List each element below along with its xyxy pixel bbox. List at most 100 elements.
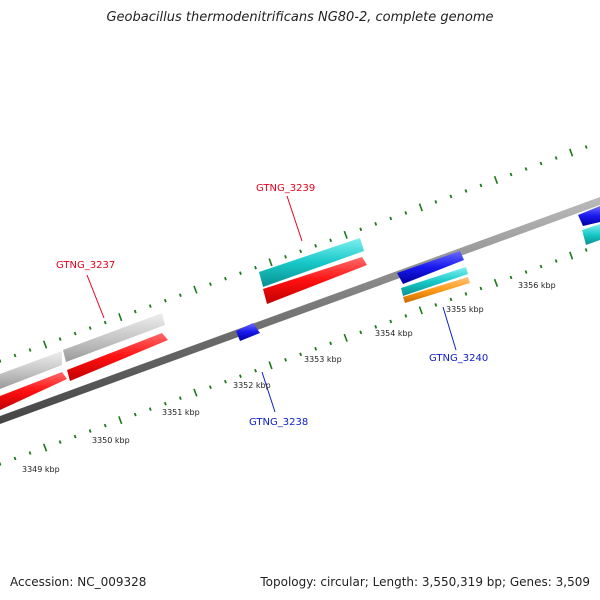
minor-tick	[314, 243, 318, 248]
minor-tick	[464, 189, 468, 193]
gene-feature-red[interactable]	[67, 333, 168, 381]
minor-tick	[73, 434, 77, 439]
minor-tick	[254, 265, 257, 270]
gene-label-gtng-3240[interactable]: GTNG_3240	[429, 353, 488, 364]
minor-tick	[449, 194, 453, 199]
gene-feature-cyan[interactable]	[582, 224, 600, 245]
minor-tick	[479, 286, 483, 291]
label-line-gtng-3238	[261, 371, 276, 413]
gene-feature-cyan[interactable]	[259, 238, 364, 287]
minor-tick	[539, 264, 543, 269]
minor-tick	[133, 309, 137, 314]
major-tick	[343, 333, 348, 342]
major-tick	[418, 203, 423, 212]
gene-feature-blue[interactable]	[578, 206, 600, 226]
scale-label: 3354 kbp	[375, 329, 413, 338]
minor-tick	[58, 337, 62, 341]
minor-tick	[254, 368, 257, 373]
major-tick	[193, 285, 198, 294]
gene-label-gtng-3237[interactable]: GTNG_3237	[56, 260, 115, 271]
minor-tick	[329, 238, 333, 243]
scale-label: 3349 kbp	[22, 465, 60, 474]
major-tick	[343, 230, 348, 239]
minor-tick	[359, 330, 363, 335]
gene-label-gtng-3239[interactable]: GTNG_3239	[256, 183, 315, 194]
scale-label: 3351 kbp	[162, 408, 200, 417]
major-tick	[193, 388, 198, 397]
minor-tick	[239, 374, 242, 379]
scale-label: 3350 kbp	[92, 436, 130, 445]
minor-tick	[239, 271, 242, 276]
label-line-gtng-3237	[86, 274, 105, 319]
minor-tick	[299, 249, 303, 254]
gene-feature-red[interactable]	[0, 372, 67, 410]
minor-tick	[374, 324, 378, 329]
minor-tick	[88, 326, 92, 330]
upper-tick-track	[0, 140, 600, 363]
major-tick	[42, 340, 48, 349]
scale-label: 3356 kbp	[518, 281, 556, 290]
label-line-gtng-3240	[442, 306, 457, 351]
major-tick	[42, 443, 48, 452]
map-title: Geobacillus thermodenitrificans NG80-2, …	[106, 10, 494, 25]
minor-tick	[314, 346, 318, 351]
minor-tick	[13, 353, 17, 358]
minor-tick	[404, 211, 408, 215]
minor-tick	[148, 407, 152, 411]
minor-tick	[434, 303, 438, 307]
minor-tick	[554, 156, 558, 160]
minor-tick	[584, 145, 588, 149]
minor-tick	[434, 200, 438, 204]
minor-tick	[359, 227, 363, 232]
major-tick	[493, 278, 499, 287]
minor-tick	[509, 172, 513, 177]
gene-label-gtng-3238[interactable]: GTNG_3238	[249, 417, 308, 428]
scale-label: 3352 kbp	[233, 381, 271, 390]
major-tick	[493, 175, 499, 184]
gene-feature-blue[interactable]	[236, 323, 260, 341]
major-tick	[268, 361, 273, 370]
minor-tick	[28, 348, 32, 352]
major-tick	[118, 416, 123, 425]
minor-tick	[284, 254, 287, 259]
major-tick	[268, 258, 273, 267]
minor-tick	[133, 412, 137, 417]
gene-feature-red[interactable]	[263, 257, 367, 304]
minor-tick	[464, 292, 468, 296]
minor-tick	[163, 401, 167, 406]
scale-label: 3353 kbp	[304, 355, 342, 364]
minor-tick	[509, 275, 513, 280]
gene-feature-grey[interactable]	[0, 351, 62, 389]
minor-tick	[224, 276, 227, 281]
minor-tick	[178, 396, 182, 401]
minor-tick	[404, 314, 408, 318]
minor-tick	[479, 183, 483, 188]
minor-tick	[103, 423, 107, 428]
gene-feature-grey[interactable]	[63, 313, 165, 362]
minor-tick	[224, 379, 227, 384]
minor-tick	[148, 304, 152, 308]
minor-tick	[539, 161, 543, 166]
minor-tick	[0, 359, 2, 363]
minor-tick	[178, 293, 182, 298]
gene-feature-blue[interactable]	[397, 251, 464, 284]
accession-text: Accession: NC_009328	[10, 575, 147, 589]
minor-tick	[0, 462, 2, 466]
minor-tick	[88, 429, 92, 433]
minor-tick	[284, 357, 287, 362]
gene-feature-orange[interactable]	[403, 277, 470, 303]
gene-feature-cyan[interactable]	[401, 267, 468, 296]
minor-tick	[524, 167, 528, 171]
lower-tick-track	[0, 243, 600, 466]
major-tick	[418, 306, 423, 315]
minor-tick	[209, 282, 212, 287]
minor-tick	[58, 440, 62, 444]
minor-tick	[389, 319, 393, 324]
major-tick	[118, 313, 123, 322]
minor-tick	[389, 216, 393, 221]
minor-tick	[584, 248, 588, 252]
minor-tick	[28, 451, 32, 455]
minor-tick	[103, 320, 107, 325]
minor-tick	[449, 297, 453, 302]
